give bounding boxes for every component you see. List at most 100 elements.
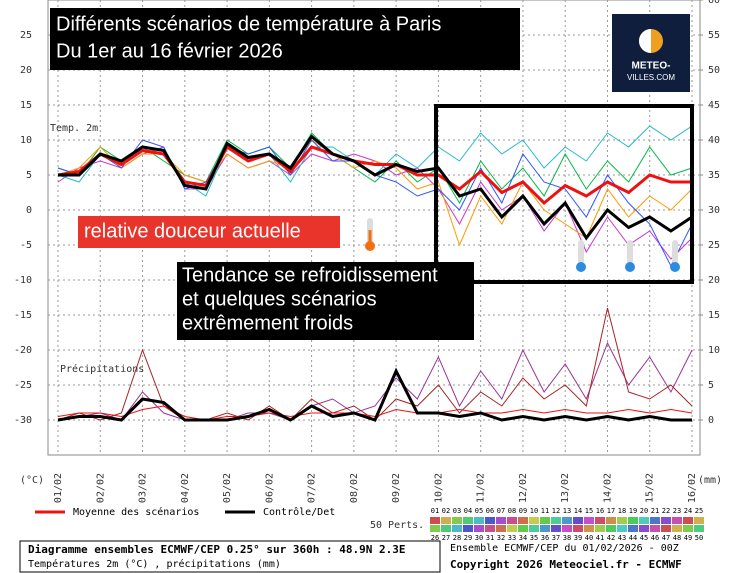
series-line <box>57 132 693 205</box>
member-id: 19 <box>629 507 637 515</box>
x-tick-label: 09/02 <box>391 473 402 503</box>
footer-box <box>19 540 441 573</box>
y-tick-label: 15 <box>20 100 32 111</box>
member-swatch <box>672 517 682 524</box>
member-swatch <box>551 525 561 532</box>
member-id: 13 <box>563 507 571 515</box>
y2-tick-label: 30 <box>708 205 720 216</box>
y2-tick-label: 45 <box>708 100 720 111</box>
thermometer-cold <box>576 240 586 272</box>
member-swatch <box>694 525 704 532</box>
member-id: 12 <box>552 507 560 515</box>
y-tick-label: -5 <box>20 240 32 251</box>
member-swatch <box>661 525 671 532</box>
member-id: 15 <box>585 507 593 515</box>
annotation: relative douceur actuelle <box>84 220 301 242</box>
y2-tick-label: 10 <box>708 345 720 356</box>
x-tick-label: 16/02 <box>687 473 698 503</box>
x-tick-label: 02/02 <box>95 473 106 503</box>
member-swatch <box>650 525 660 532</box>
y-tick-label: 5 <box>26 170 32 181</box>
thermometer-cold <box>625 240 635 272</box>
member-swatch <box>573 517 583 524</box>
member-id: 10 <box>530 507 538 515</box>
member-id: 07 <box>497 507 505 515</box>
x-tick-label: 15/02 <box>645 473 656 503</box>
member-swatch <box>441 517 451 524</box>
annotation: et quelques scénarios <box>182 288 377 310</box>
chart-title: Différents scénarios de température à Pa… <box>56 13 441 35</box>
y2-tick-label: 40 <box>708 135 720 146</box>
member-swatch <box>507 517 517 524</box>
member-swatch <box>639 525 649 532</box>
series-line <box>58 134 693 241</box>
y-tick-label: 25 <box>20 30 32 41</box>
member-swatch <box>529 525 539 532</box>
member-id: 44 <box>629 534 637 542</box>
member-id: 05 <box>475 507 483 515</box>
member-swatch <box>430 525 440 532</box>
y2-tick-label: 60 <box>708 0 720 6</box>
member-swatch <box>452 517 462 524</box>
member-id: 24 <box>684 507 692 515</box>
y2-axis-label: (mm) <box>698 475 722 486</box>
member-swatch <box>518 517 528 524</box>
member-swatch <box>551 517 561 524</box>
member-id: 38 <box>563 534 571 542</box>
x-tick-label: 07/02 <box>307 473 318 503</box>
member-swatch <box>463 525 473 532</box>
panel-label: Temp. 2m <box>50 123 98 134</box>
member-id: 08 <box>508 507 516 515</box>
x-tick-label: 10/02 <box>433 473 444 503</box>
member-swatch <box>562 525 572 532</box>
member-swatch <box>507 525 517 532</box>
y-tick-label: -30 <box>14 415 32 426</box>
annotation-box <box>177 262 474 340</box>
member-id: 22 <box>662 507 670 515</box>
y2-tick-label: 20 <box>708 275 720 286</box>
footer-text: Diagramme ensembles ECMWF/CEP 0.25° sur … <box>28 543 406 556</box>
member-id: 14 <box>574 507 582 515</box>
member-swatch <box>595 517 605 524</box>
y-axis-label: (°C) <box>20 475 44 486</box>
member-id: 46 <box>651 534 659 542</box>
member-id: 50 <box>695 534 703 542</box>
member-swatch <box>683 517 693 524</box>
title-box <box>50 8 520 70</box>
y2-tick-label: 50 <box>708 65 720 76</box>
member-swatch <box>584 517 594 524</box>
member-swatch <box>628 525 638 532</box>
member-swatch <box>441 525 451 532</box>
member-swatch <box>606 517 616 524</box>
logo-text: VILLES.COM <box>627 73 675 82</box>
y2-tick-label: 0 <box>708 415 714 426</box>
member-id: 04 <box>464 507 472 515</box>
legend-label: Moyenne des scénarios <box>73 506 199 518</box>
member-id: 02 <box>442 507 450 515</box>
footer-copyright: Copyright 2026 Meteociel.fr - ECMWF <box>450 558 682 571</box>
member-swatch <box>639 517 649 524</box>
annotation: extrêmement froids <box>182 312 353 334</box>
member-swatch <box>617 517 627 524</box>
member-id: 33 <box>508 534 516 542</box>
member-swatch <box>661 517 671 524</box>
member-id: 32 <box>497 534 505 542</box>
member-id: 40 <box>585 534 593 542</box>
member-swatch <box>474 517 484 524</box>
panel-label: Précipitations <box>60 363 144 375</box>
series-line <box>57 367 692 422</box>
member-id: 43 <box>618 534 626 542</box>
footer-run: Ensemble ECMWF/CEP du 01/02/2026 - 00Z <box>450 543 679 554</box>
legend: Moyenne des scénarios Contrôle/Det 01 02 03 0… <box>35 506 704 542</box>
highlight-frame <box>434 104 694 284</box>
y2-tick-label: 25 <box>708 240 720 251</box>
x-tick-label: 14/02 <box>602 473 613 503</box>
annotation: Tendance se refroidissement <box>182 264 438 286</box>
member-swatch <box>529 517 539 524</box>
member-swatch <box>584 525 594 532</box>
member-id: 28 <box>453 534 461 542</box>
member-id: 30 <box>475 534 483 542</box>
x-tick-label: 05/02 <box>222 473 233 503</box>
member-swatch <box>573 525 583 532</box>
member-swatch <box>540 525 550 532</box>
